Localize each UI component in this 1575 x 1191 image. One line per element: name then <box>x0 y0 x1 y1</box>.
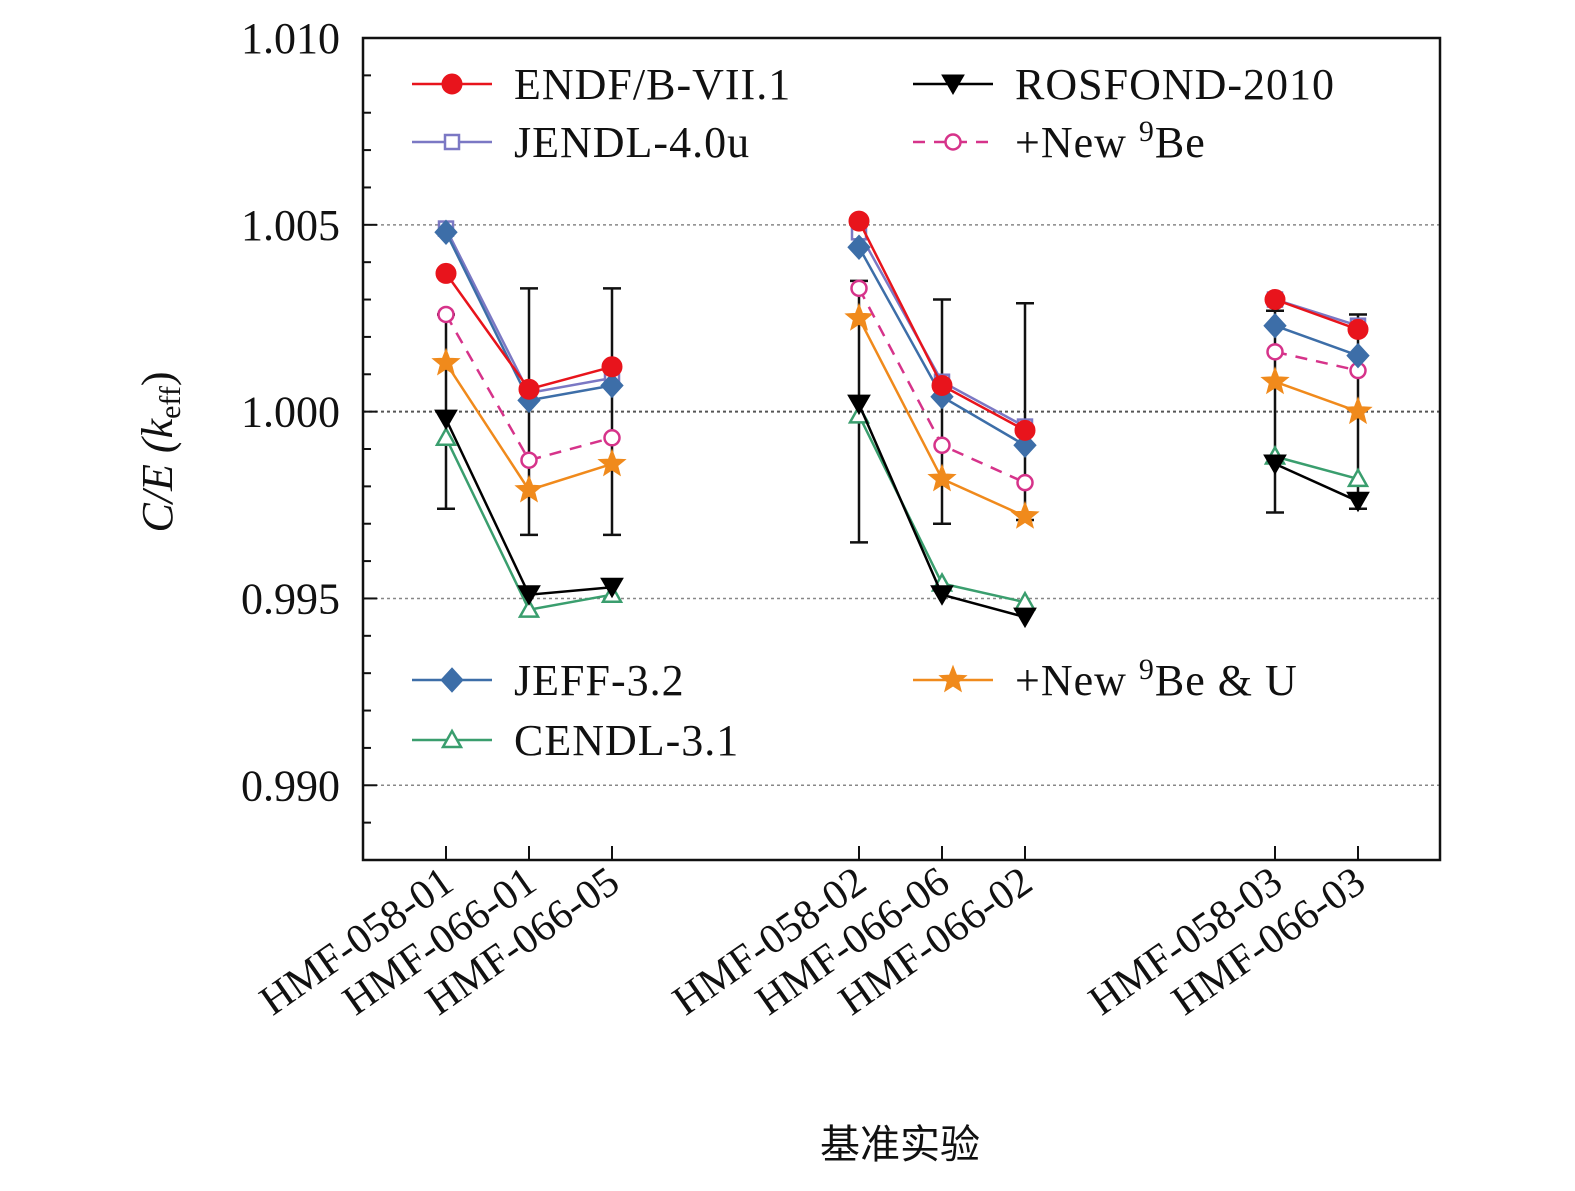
data-point <box>600 372 624 399</box>
y-axis-title: C/E (keff) <box>133 371 187 532</box>
y-tick-label: 0.995 <box>241 574 340 623</box>
data-point <box>517 598 541 618</box>
axes <box>361 36 1442 862</box>
data-point <box>1266 343 1284 361</box>
legend-label-sup: 9 <box>1139 115 1155 148</box>
legend-item: ROSFOND-2010 <box>913 60 1335 109</box>
data-point <box>1010 500 1040 529</box>
data-point <box>1260 366 1290 395</box>
data-point <box>434 219 458 246</box>
series-line <box>1274 455 1359 481</box>
data-point <box>1263 312 1287 339</box>
legend-label: +New 9Be <box>1015 115 1206 167</box>
legend-label-main: +New <box>1015 118 1139 167</box>
data-point <box>1016 473 1034 492</box>
y-tick-labels: 1.010 1.005 1.000 0.995 0.990 <box>241 14 340 810</box>
data-point <box>1346 467 1370 488</box>
legend-marker <box>443 133 461 151</box>
data-point <box>1343 396 1373 425</box>
data-point <box>514 474 544 503</box>
series-line <box>1274 350 1359 372</box>
data-point <box>927 463 957 492</box>
y-axis-title-var: k <box>133 417 182 438</box>
legend-label-tail: Be & U <box>1155 656 1298 705</box>
legend-marker <box>440 728 464 749</box>
series-rosfond-2010 <box>434 394 1370 629</box>
legend-label-tail: Be <box>1155 118 1206 167</box>
y-axis-title-main: C/E ( <box>133 436 182 532</box>
data-point <box>1264 289 1286 311</box>
legend-marker <box>441 73 463 95</box>
data-point <box>847 234 871 260</box>
legend-item: CENDL-3.1 <box>412 716 739 765</box>
series-jeff-3-2 <box>434 219 1370 459</box>
legend-item: JENDL-4.0u <box>412 118 750 167</box>
legend-item: ENDF/B-VII.1 <box>412 60 791 109</box>
x-axis-title: 基准实验 <box>820 1122 980 1168</box>
y-tick-label: 0.990 <box>241 761 340 810</box>
data-point <box>1263 454 1287 475</box>
data-point <box>931 374 953 396</box>
legend-label-main: +New <box>1015 656 1139 705</box>
data-point <box>848 210 870 232</box>
data-point <box>1013 607 1037 629</box>
y-tick-label: 1.000 <box>241 388 340 437</box>
series-line <box>1274 462 1359 503</box>
data-point <box>847 394 871 416</box>
y-tick-label: 1.005 <box>241 201 340 250</box>
data-point <box>850 279 868 298</box>
legend-label: JENDL-4.0u <box>514 118 750 167</box>
series-line <box>1274 380 1359 413</box>
series-lines <box>431 210 1373 629</box>
data-point <box>930 585 954 606</box>
legend-item: +New 9Be <box>913 115 1206 167</box>
legend-label: ENDF/B-VII.1 <box>514 60 791 109</box>
data-point <box>601 356 623 378</box>
y-axis-title-close: ) <box>133 371 182 386</box>
legend-item: JEFF-3.2 <box>412 656 685 705</box>
data-point <box>603 429 621 447</box>
data-point <box>520 451 538 469</box>
legend-label: ROSFOND-2010 <box>1015 60 1335 109</box>
series-line <box>1274 324 1359 357</box>
series-cendl-3-1 <box>434 403 1370 618</box>
legend-marker <box>938 664 968 693</box>
legend-marker <box>941 74 965 95</box>
data-point <box>1346 342 1370 369</box>
data-point <box>1346 491 1370 513</box>
data-point <box>437 305 455 324</box>
data-point <box>597 448 627 477</box>
legend-label-sup: 9 <box>1139 653 1155 686</box>
legend-marker <box>440 667 464 693</box>
legend-label: CENDL-3.1 <box>514 716 739 765</box>
y-axis-title-sub: eff <box>154 386 187 419</box>
data-point <box>435 262 457 284</box>
data-point <box>517 585 541 606</box>
data-point <box>1014 419 1036 441</box>
series-new-9be <box>437 279 1367 492</box>
series-line <box>1274 298 1359 331</box>
data-point <box>431 347 461 376</box>
data-point <box>434 409 458 431</box>
y-tick-label: 1.010 <box>241 14 340 63</box>
legend-item: +New 9Be & U <box>913 653 1298 705</box>
data-point <box>1347 318 1369 340</box>
legend-label: +New 9Be & U <box>1015 653 1298 705</box>
legend-label: JEFF-3.2 <box>514 656 685 705</box>
data-point <box>1013 432 1037 459</box>
data-point <box>933 436 951 455</box>
legend-marker <box>944 133 962 151</box>
data-point <box>844 302 874 331</box>
legend: ENDF/B-VII.1 ROSFOND-2010 JENDL-4.0u +New 9… <box>412 60 1335 765</box>
data-point <box>434 426 458 447</box>
data-point <box>518 378 540 400</box>
series-new-9be-u <box>431 302 1373 529</box>
data-point <box>600 577 624 599</box>
series-endf-b-vii-1 <box>435 210 1369 441</box>
